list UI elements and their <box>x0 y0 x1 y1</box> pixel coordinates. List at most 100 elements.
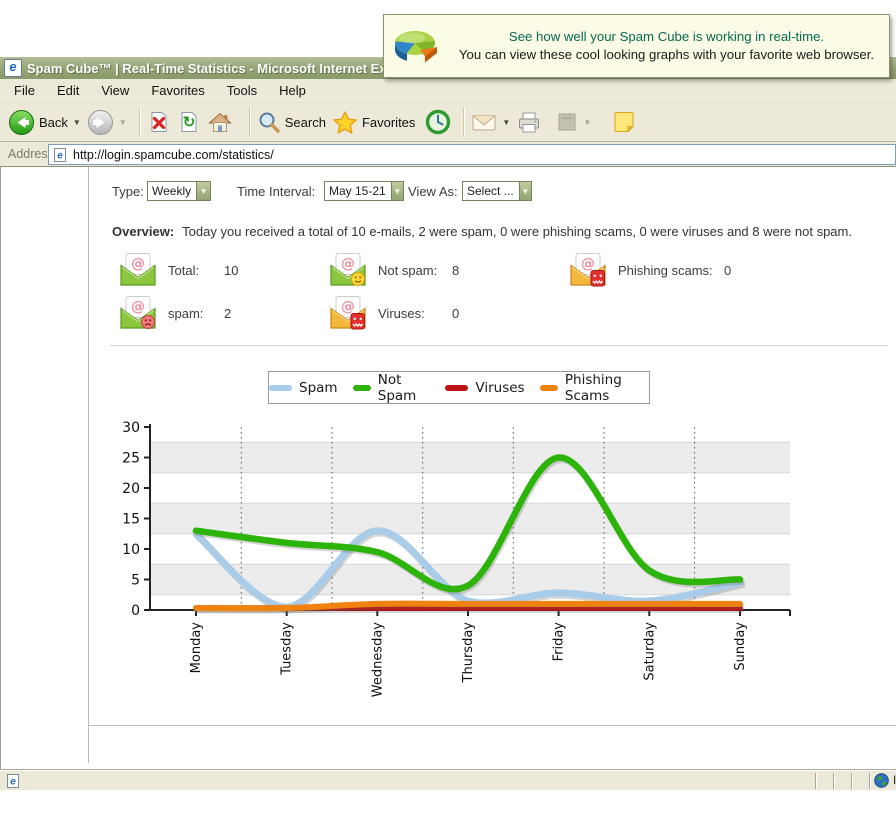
history-button[interactable] <box>425 109 451 135</box>
svg-text:↻: ↻ <box>182 114 195 131</box>
history-clock-icon <box>426 109 451 135</box>
chart-legend: Spam Not Spam Viruses Phishing Scams <box>268 371 650 404</box>
note-icon <box>614 112 635 133</box>
type-select-arrow-icon: ▼ <box>196 182 210 200</box>
stat-label-notspam: Not spam: <box>378 262 438 278</box>
svg-text:e: e <box>57 150 63 161</box>
favorites-star-icon <box>333 110 357 134</box>
print-button[interactable] <box>516 110 542 135</box>
stat-label-spam: spam: <box>168 305 204 321</box>
toolbar: Back ▼ ▼ ↻ S <box>0 103 896 142</box>
panel-left-border <box>88 167 89 763</box>
legend-item-spam: Spam <box>269 380 338 396</box>
stat-value-spam: 2 <box>224 305 232 321</box>
callout-line1: See how well your Spam Cube is working i… <box>508 29 825 44</box>
status-separator <box>815 773 817 789</box>
discuss-button[interactable] <box>611 109 637 135</box>
legend-item-not-spam: Not Spam <box>352 372 431 404</box>
address-input[interactable]: e http://login.spamcube.com/statistics/ <box>48 144 896 165</box>
status-separator <box>833 773 835 789</box>
stop-icon <box>151 112 167 132</box>
status-page-icon: e <box>7 774 19 788</box>
toolbar-separator <box>138 107 141 137</box>
ie-window-icon: e <box>4 59 22 77</box>
stat-spam: @ spam: 2 <box>118 295 231 331</box>
y-axis-label: 15 <box>122 512 140 528</box>
y-axis-label: 30 <box>122 420 140 436</box>
view-as-label: View As: <box>408 184 458 199</box>
address-url: http://login.spamcube.com/statistics/ <box>73 147 274 162</box>
legend-swatch-icon <box>539 384 558 391</box>
home-icon <box>207 112 232 132</box>
mail-dropdown-arrow[interactable]: ▼ <box>502 117 511 127</box>
menu-item-tools[interactable]: Tools <box>226 83 258 98</box>
edit-dropdown-arrow[interactable]: ▼ <box>583 117 592 127</box>
menu-item-file[interactable]: File <box>14 83 35 98</box>
home-button[interactable] <box>207 110 233 134</box>
menu-item-help[interactable]: Help <box>279 83 306 98</box>
forward-dropdown-arrow[interactable]: ▼ <box>118 117 127 127</box>
print-icon <box>519 112 540 132</box>
svg-text:e: e <box>10 777 16 788</box>
stat-label-viruses: Viruses: <box>378 305 425 321</box>
back-button[interactable]: Back ▼ <box>8 109 81 136</box>
pie-chart-icon <box>395 31 437 63</box>
series-spam-line <box>192 527 744 611</box>
series-phishing-scams-line <box>193 600 743 612</box>
view-as-select[interactable]: Select ... ▼ <box>462 181 532 201</box>
x-axis-label: Thursday <box>461 622 476 684</box>
x-axis-label: Friday <box>552 622 567 662</box>
svg-text:@: @ <box>131 299 145 315</box>
toolbar-separator <box>248 107 251 137</box>
x-axis-label: Saturday <box>642 622 657 681</box>
search-icon <box>259 112 280 133</box>
mail-button[interactable]: ▼ <box>471 110 510 134</box>
type-select[interactable]: Weekly ▼ <box>147 181 211 201</box>
menu-item-favorites[interactable]: Favorites <box>151 83 205 98</box>
overview-row: Overview: Today you received a total of 1… <box>112 224 852 239</box>
favorites-button[interactable]: Favorites <box>332 110 415 135</box>
back-label: Back <box>39 114 68 130</box>
overview-text: Today you received a total of 10 e-mails… <box>182 224 852 239</box>
back-dropdown-arrow[interactable]: ▼ <box>72 117 81 127</box>
forward-icon <box>87 109 113 135</box>
menu-item-edit[interactable]: Edit <box>56 83 80 98</box>
legend-swatch-icon <box>269 384 292 391</box>
status-zone: Internet <box>874 773 896 788</box>
view-as-select-value: Select ... <box>467 184 514 198</box>
time-interval-label: Time Interval: <box>237 184 316 199</box>
type-label: Type: <box>112 184 144 199</box>
legend-swatch-icon <box>445 384 469 391</box>
stop-button[interactable] <box>147 110 171 134</box>
x-axis-label: Sunday <box>733 622 748 671</box>
status-separator <box>869 773 871 789</box>
svg-text:@: @ <box>131 256 145 272</box>
search-label: Search <box>284 114 326 130</box>
status-separator <box>851 773 853 789</box>
status-bar: e Internet <box>0 770 896 790</box>
address-label: Address <box>8 147 54 161</box>
y-axis-label: 5 <box>131 573 140 589</box>
x-axis-label: Wednesday <box>370 622 385 698</box>
refresh-button[interactable]: ↻ <box>177 110 201 134</box>
window-title: Spam Cube™ | Real-Time Statistics - Micr… <box>27 60 424 76</box>
menu-item-view[interactable]: View <box>101 83 130 98</box>
forward-button[interactable]: ▼ <box>87 109 127 136</box>
stat-total: @ Total: 10 <box>118 252 238 288</box>
time-interval-select-value: May 15-21 <box>329 184 386 198</box>
search-button[interactable]: Search <box>257 110 326 134</box>
stat-label-total: Total: <box>168 262 200 278</box>
type-select-value: Weekly <box>152 184 192 198</box>
svg-text:@: @ <box>341 299 355 315</box>
callout-line2: You can view these cool looking graphs w… <box>458 47 875 62</box>
time-interval-select[interactable]: May 15-21 ▼ <box>324 181 404 201</box>
edit-button-disabled[interactable]: ▼ <box>556 111 591 133</box>
status-zone-text: Internet <box>893 774 896 787</box>
svg-text:@: @ <box>581 256 595 272</box>
series-not-spam-line <box>192 454 744 593</box>
globe-icon <box>874 773 889 788</box>
legend-item-phishing-scams: Phishing Scams <box>539 372 649 404</box>
view-as-select-arrow-icon: ▼ <box>518 182 531 200</box>
legend-item-viruses: Viruses <box>445 380 525 396</box>
